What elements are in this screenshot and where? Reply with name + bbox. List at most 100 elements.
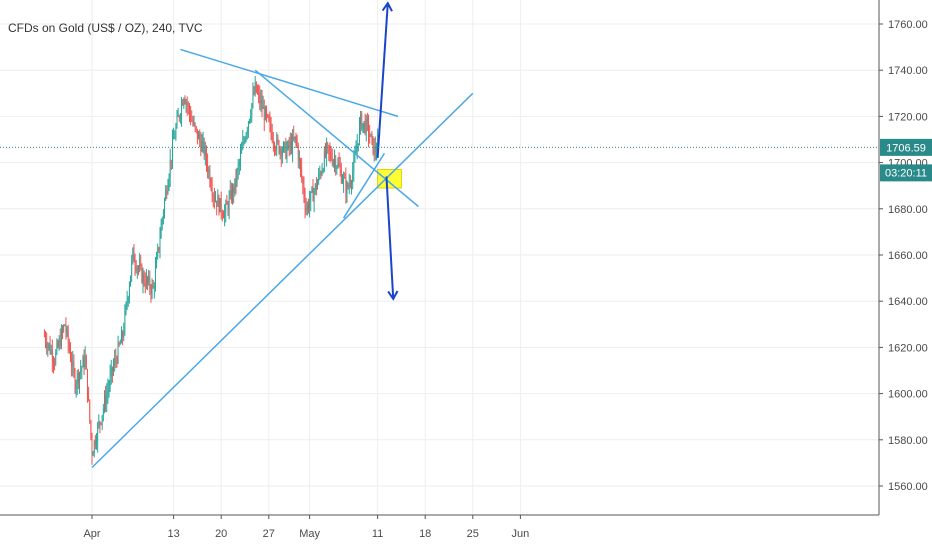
- candle-body: [336, 166, 338, 170]
- candle-body: [265, 108, 266, 120]
- candle-body: [170, 159, 172, 161]
- candle-body: [96, 441, 97, 445]
- candle-body: [134, 262, 136, 267]
- candle-body: [195, 126, 197, 129]
- price-axis-panel[interactable]: [879, 0, 932, 550]
- candle-body: [91, 436, 93, 456]
- candle-body: [186, 102, 188, 106]
- candle-body: [291, 141, 292, 152]
- candle-body: [58, 339, 60, 347]
- candle-body: [81, 367, 83, 370]
- candle-body: [267, 114, 269, 116]
- candle-body: [67, 329, 69, 344]
- candle-body: [269, 120, 271, 124]
- candle-body: [276, 138, 278, 151]
- candle-body: [169, 159, 171, 177]
- candle-body: [114, 358, 116, 366]
- candle-body: [372, 136, 374, 154]
- candle-body: [234, 178, 236, 193]
- candle-body: [136, 267, 138, 271]
- candle-body: [183, 99, 185, 106]
- candle-body: [355, 151, 357, 155]
- candle-body: [126, 301, 128, 304]
- trendline: [342, 152, 386, 219]
- candle-body: [206, 149, 207, 163]
- candle-body: [231, 190, 232, 201]
- candle-body: [249, 119, 250, 123]
- candle-body: [49, 343, 51, 353]
- candle-body: [118, 343, 120, 345]
- candle-body: [153, 286, 155, 288]
- candle-body: [224, 212, 225, 219]
- candle-body: [316, 184, 317, 190]
- candle-body: [99, 421, 101, 424]
- candle-body: [210, 183, 212, 189]
- candle-body: [365, 119, 367, 133]
- candle-body: [304, 196, 306, 208]
- time-axis-panel[interactable]: [0, 515, 932, 550]
- candle-body: [160, 224, 162, 239]
- countdown-badge: 03:20:11: [880, 164, 932, 182]
- candle-body: [159, 238, 161, 249]
- candle-body: [282, 151, 283, 156]
- candle-body: [185, 102, 187, 104]
- candle-body: [46, 342, 48, 348]
- candle-body: [259, 93, 261, 104]
- candle-body: [318, 173, 320, 183]
- candle-body: [167, 186, 169, 194]
- candle-body: [344, 177, 346, 179]
- candle-body: [254, 82, 256, 94]
- highlight-box: [377, 169, 402, 189]
- candle-body: [322, 170, 324, 172]
- chart-grid: [0, 0, 879, 515]
- candle-body: [55, 352, 57, 364]
- candle-body: [334, 159, 335, 162]
- price-tick-label: 1600.00: [888, 389, 928, 401]
- time-tick-label: 18: [419, 528, 431, 540]
- candle-body: [158, 247, 160, 249]
- candle-body: [323, 151, 325, 171]
- candle-body: [92, 452, 94, 456]
- candle-body: [117, 343, 119, 363]
- candle-body: [184, 99, 186, 104]
- candle-body: [369, 135, 371, 137]
- candle-body: [192, 120, 194, 125]
- candle-body: [209, 170, 211, 184]
- candle-body: [232, 187, 233, 201]
- candle-body: [353, 160, 355, 172]
- candle-body: [133, 248, 135, 263]
- candle-body: [359, 124, 360, 144]
- candle-body: [82, 357, 84, 368]
- symbol-title[interactable]: CFDs on Gold (US$ / OZ), 240, TVC: [8, 21, 203, 35]
- candle-body: [187, 105, 189, 107]
- candle-body: [110, 367, 112, 376]
- candle-body: [303, 184, 305, 197]
- candle-body: [116, 359, 118, 363]
- candle-body: [283, 143, 284, 152]
- candle-body: [362, 123, 364, 130]
- candle-body: [125, 303, 127, 312]
- candle-body: [215, 200, 216, 202]
- candle-body: [122, 332, 123, 338]
- candle-body: [299, 159, 300, 161]
- candle-body: [301, 167, 303, 178]
- candle-body: [177, 116, 179, 118]
- candle-body: [354, 154, 356, 161]
- candle-body: [293, 136, 295, 140]
- candle-body: [330, 151, 332, 159]
- candle-body: [329, 150, 331, 152]
- candle-body: [204, 149, 206, 156]
- candle-body: [297, 146, 299, 161]
- candle-body: [312, 188, 314, 202]
- candle-body: [146, 277, 147, 287]
- candle-body: [100, 423, 102, 425]
- price-tick-label: 1720.00: [888, 111, 928, 123]
- candle-body: [168, 176, 170, 187]
- candle-body: [61, 329, 62, 347]
- price-tick-label: 1680.00: [888, 204, 928, 216]
- candlestick-series: [43, 75, 379, 465]
- candle-body: [83, 357, 85, 368]
- candle-body: [350, 183, 351, 185]
- projection-arrow: [385, 176, 395, 299]
